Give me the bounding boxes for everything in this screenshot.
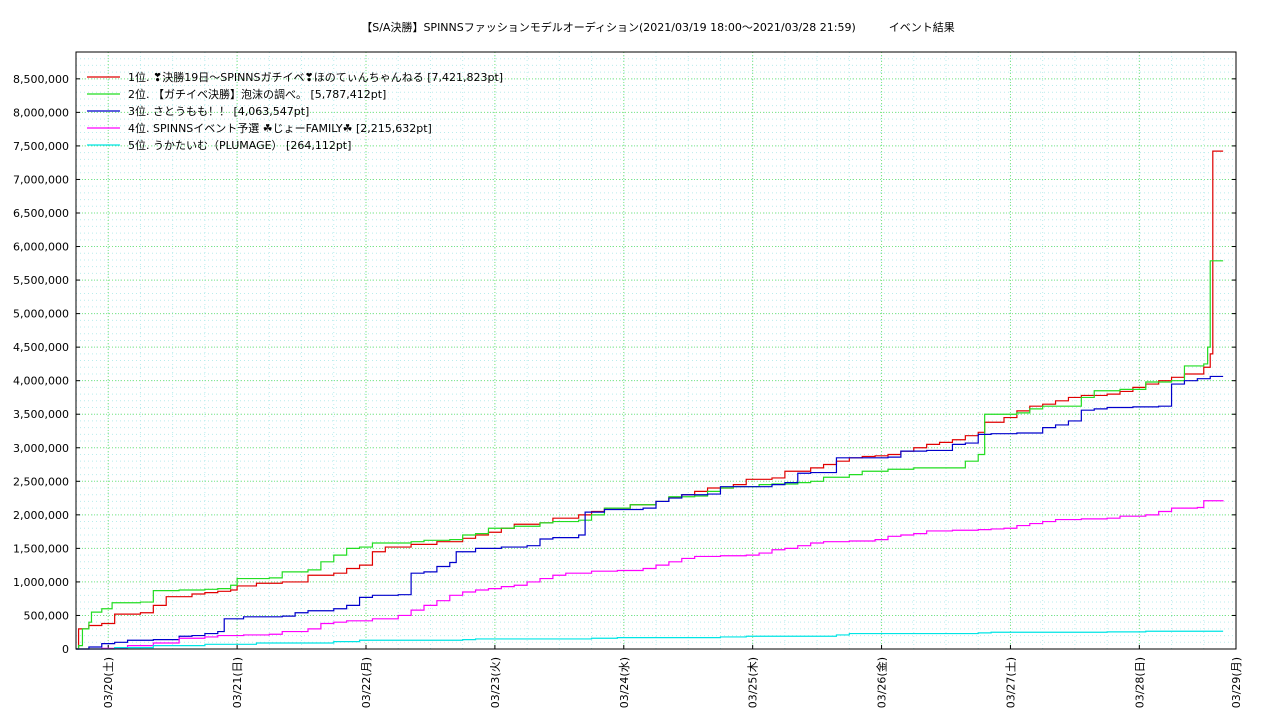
y-tick-label: 2,000,000 [13,509,69,522]
y-tick-label: 5,000,000 [13,308,69,321]
series-line-4 [76,500,1224,650]
x-tick-label: 03/26(金) [875,657,889,708]
x-tick-label: 03/20(土) [102,657,115,708]
y-tick-label: 7,500,000 [13,140,69,153]
x-tick-label: 03/22(月) [360,657,373,708]
y-tick-label: 5,500,000 [13,274,69,287]
x-tick-label: 03/28(日) [1133,657,1146,708]
legend-entry-4: 4位. SPINNSイベント予選 ☘じょーFAMILY☘ [2,215,632p… [128,121,432,135]
y-tick-label: 2,500,000 [13,475,69,488]
y-tick-label: 0 [62,643,69,656]
plot-frame [75,51,1237,650]
x-tick-label: 03/21(日) [231,657,244,708]
series-line-1 [76,150,1224,650]
y-tick-label: 7,000,000 [13,173,69,186]
y-tick-label: 6,000,000 [13,241,69,254]
series-line-2 [76,260,1224,650]
legend-entry-3: 3位. さとうもも！！ [4,063,547pt] [128,104,309,118]
y-tick-label: 1,000,000 [13,576,69,589]
y-axis-ticks: 0 500,000 1,000,000 1,500,000 2,000,000 2,500… [13,73,1236,656]
y-tick-label: 500,000 [24,609,70,622]
y-tick-label: 4,500,000 [13,341,69,354]
legend: 1位. ❣決勝19日〜SPINNSガチイベ❣ほのてぃんちゃんねる [7,421,… [87,70,503,152]
legend-entry-2: 2位. 【ガチイベ決勝】泡沫の調べ。 [5,787,412pt] [128,87,386,101]
y-tick-label: 8,000,000 [13,106,69,119]
y-tick-label: 4,000,000 [13,375,69,388]
y-tick-label: 1,500,000 [13,542,69,555]
legend-entry-1: 1位. ❣決勝19日〜SPINNSガチイベ❣ほのてぃんちゃんねる [7,421,… [128,70,503,84]
y-tick-label: 3,500,000 [13,408,69,421]
x-axis-ticks: 03/20(土) 03/21(日) 03/22(月) 03/23(火) 03/24(水)… [102,645,1243,708]
x-tick-label: 03/23(火) [489,657,502,708]
series-line-3 [76,375,1224,650]
x-tick-label: 03/29(月) [1230,657,1243,708]
x-tick-label: 03/27(土) [1004,657,1017,708]
x-tick-label: 03/24(水) [618,657,631,708]
y-tick-label: 8,500,000 [13,73,69,86]
series-line-5 [76,630,1224,650]
grid [75,52,1237,650]
legend-entry-5: 5位. うかたいむ（PLUMAGE） [264,112pt] [128,138,351,152]
series-group [76,150,1224,650]
y-tick-label: 6,500,000 [13,207,69,220]
chart-title: 【S/A決勝】SPINNSファッションモデルオーディション(2021/03/19… [361,20,955,34]
y-tick-label: 3,000,000 [13,442,69,455]
x-tick-label: 03/25(木) [747,657,760,708]
